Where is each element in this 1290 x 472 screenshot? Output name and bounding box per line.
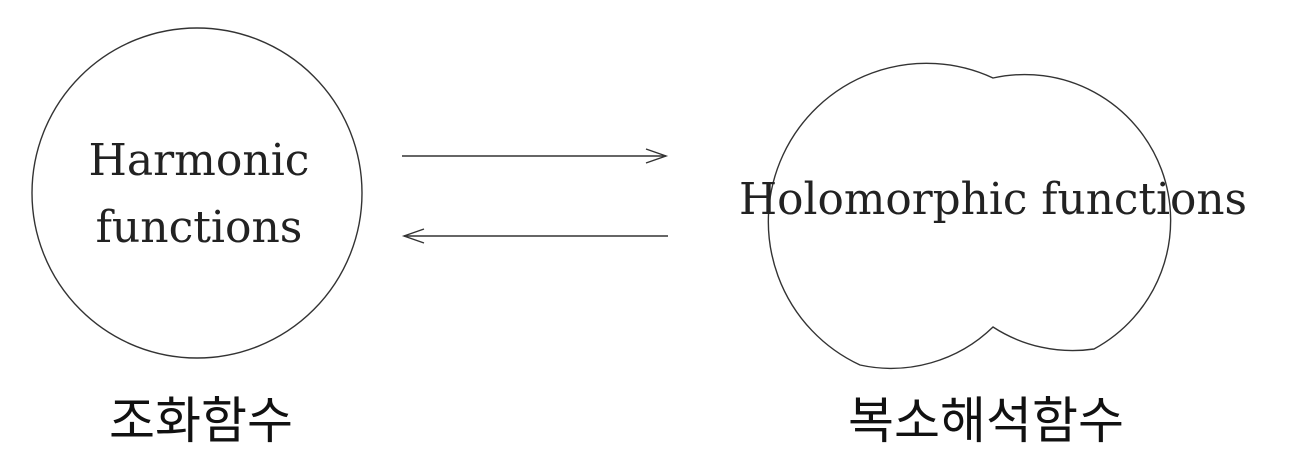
arrow-right xyxy=(402,148,669,164)
holomorphic-label: Holomorphic functions xyxy=(739,174,1247,225)
arrow-left xyxy=(401,228,668,244)
harmonic-label-line2: functions xyxy=(96,202,303,253)
holomorphic-blob xyxy=(767,62,1172,370)
holomorphic-caption: 복소해석함수 xyxy=(848,392,1124,450)
harmonic-caption: 조화함수 xyxy=(109,392,293,450)
arrows xyxy=(401,148,669,244)
harmonic-circle xyxy=(31,27,363,359)
harmonic-label-line1: Harmonic xyxy=(89,135,310,186)
harmonic-node: Harmonic functions xyxy=(31,27,363,359)
holomorphic-node: Holomorphic functions xyxy=(739,62,1247,370)
